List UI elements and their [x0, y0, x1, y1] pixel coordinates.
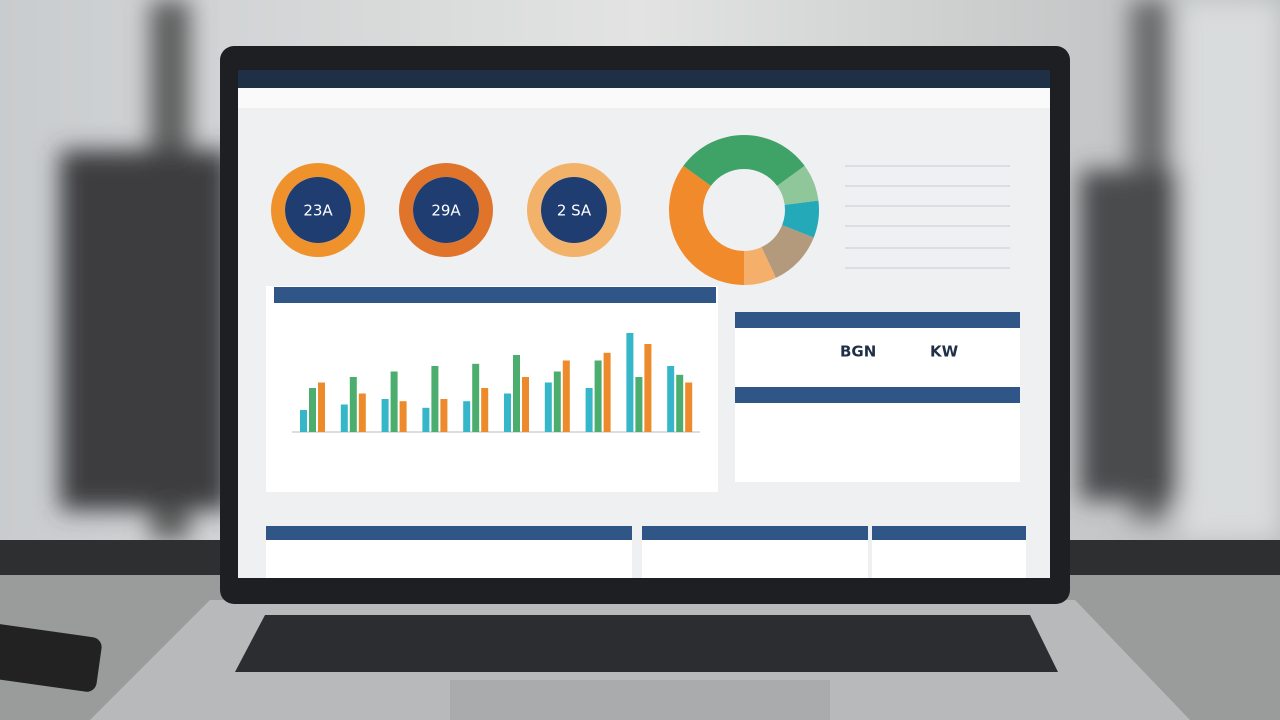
trackpad	[450, 680, 830, 720]
donut: 2 SA	[527, 163, 621, 257]
bar	[513, 355, 520, 432]
pie-slice	[669, 165, 744, 285]
bar	[585, 388, 593, 432]
bottom-header	[872, 526, 1026, 540]
bottom-header	[642, 526, 868, 540]
pie-slice	[761, 225, 814, 278]
bar	[399, 401, 407, 432]
bar	[340, 404, 348, 432]
bar	[522, 377, 529, 432]
pie-slice	[744, 247, 776, 285]
blurred-room	[60, 0, 1280, 540]
bar	[440, 399, 448, 432]
bar	[676, 374, 684, 432]
donut-label: 29A	[431, 202, 461, 220]
stats-header	[735, 312, 1020, 328]
bar	[626, 333, 634, 432]
bar	[318, 382, 325, 432]
bar	[358, 393, 366, 432]
bar	[431, 366, 439, 432]
bar	[300, 410, 307, 432]
bar	[603, 352, 611, 432]
bar	[635, 377, 643, 432]
plot	[292, 134, 820, 433]
menu-bar	[238, 88, 1050, 108]
pie-slice	[777, 165, 819, 205]
bar	[472, 363, 480, 432]
bar	[349, 377, 357, 432]
stats-header	[735, 387, 1020, 403]
bar	[422, 407, 430, 432]
bar	[644, 344, 652, 432]
stat-value: KW	[930, 343, 959, 361]
bar	[381, 399, 389, 432]
donut: 29A	[399, 163, 493, 257]
stat-value: BGN	[840, 343, 876, 361]
bar	[504, 393, 511, 432]
phone	[0, 623, 102, 692]
bar	[309, 388, 316, 432]
chart-header	[274, 287, 716, 303]
bar	[544, 382, 552, 432]
donut: 23A	[271, 163, 365, 257]
top-bar	[238, 70, 1050, 88]
bar	[562, 360, 570, 432]
pie-slice	[683, 134, 805, 186]
bar	[594, 360, 602, 432]
pie-slice	[782, 200, 820, 238]
keyboard	[235, 615, 1058, 672]
bar	[685, 382, 693, 432]
bar	[463, 401, 471, 432]
bar	[667, 366, 675, 432]
donut-label: 2 SA	[557, 202, 592, 220]
bar	[481, 388, 489, 432]
bottom-header	[266, 526, 632, 540]
donut-label: 23A	[303, 202, 333, 220]
list-lines	[845, 165, 1010, 269]
bar	[553, 371, 561, 432]
chart-panel	[266, 286, 718, 492]
bar	[390, 371, 398, 432]
